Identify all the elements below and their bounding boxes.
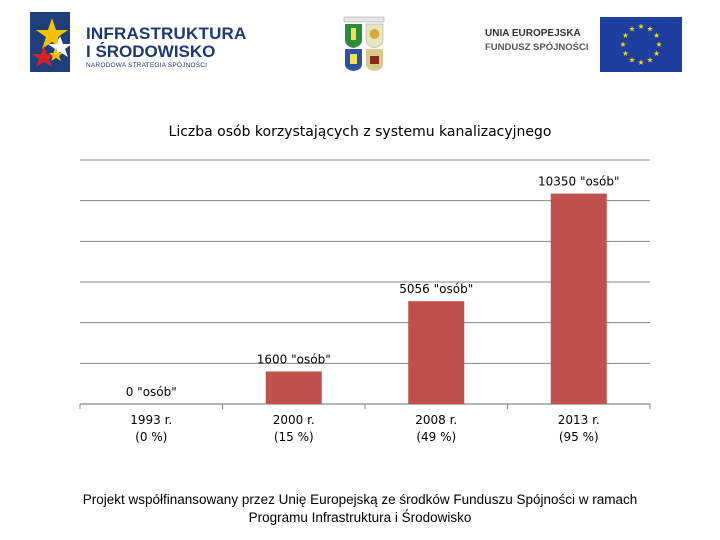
x-tick-sublabel: (95 %)	[559, 430, 599, 444]
eu-star-icon	[647, 25, 653, 32]
data-label: 5056 "osób"	[399, 282, 473, 296]
data-label: 0 "osób"	[126, 385, 177, 399]
eu-text-line2: FUNDUSZ SPÓJNOŚCI	[485, 42, 589, 53]
logo-text-srodowisko: I ŚRODOWISKO	[86, 42, 216, 61]
footer-line1: Projekt współfinansowany przez Unię Euro…	[82, 492, 638, 507]
logo-text-infrastruktura: INFRASTRUKTURA	[86, 24, 247, 43]
eu-star-icon	[620, 41, 626, 47]
x-tick-label: 2000 r.	[273, 413, 315, 427]
infrastruktura-logo: INFRASTRUKTURA I ŚRODOWISKO NARODOWA STR…	[30, 12, 246, 74]
data-label: 1600 "osób"	[257, 352, 331, 366]
municipal-crest-icon	[343, 16, 385, 71]
x-tick-sublabel: (49 %)	[416, 430, 456, 444]
bar	[265, 371, 322, 404]
bar	[550, 193, 607, 404]
bar-chart: 0 "osób" 1993 r. (0 %) 1600 "osób" 2000 r. (1…	[79, 159, 651, 444]
eu-star-icon	[653, 32, 660, 38]
footer-line2: Programu Infrastruktura i Środowisko	[248, 510, 472, 525]
x-tick-sublabel: (15 %)	[274, 430, 314, 444]
bar	[408, 301, 465, 404]
eu-star-icon	[656, 41, 662, 47]
eu-logo-text: UNIA EUROPEJSKA FUNDUSZ SPÓJNOŚCI	[485, 28, 588, 53]
footer-text: Projekt współfinansowany przez Unię Euro…	[10, 491, 710, 527]
x-tick-label: 1993 r.	[130, 413, 172, 427]
x-tick-label: 2013 r.	[558, 413, 600, 427]
eu-star-icon	[653, 50, 660, 56]
eu-star-icon	[629, 57, 635, 63]
eu-star-icon	[629, 25, 635, 32]
eu-text-line1: UNIA EUROPEJSKA	[485, 28, 581, 39]
data-label: 10350 "osób"	[538, 175, 620, 189]
eu-star-icon	[647, 57, 653, 63]
chart-title: Liczba osób korzystających z systemu kan…	[168, 124, 552, 140]
eu-star-icon	[638, 23, 644, 29]
star-logo-icon	[30, 12, 72, 72]
x-tick-label: 2008 r.	[415, 413, 457, 427]
eu-star-icon	[622, 32, 629, 38]
x-tick-sublabel: (0 %)	[135, 430, 167, 444]
logo-text-strategia: NARODOWA STRATEGIA SPÓJNOŚCI	[86, 62, 208, 69]
eu-star-icon	[622, 50, 629, 56]
eu-star-icon	[638, 59, 644, 65]
eu-flag-icon	[600, 17, 682, 72]
